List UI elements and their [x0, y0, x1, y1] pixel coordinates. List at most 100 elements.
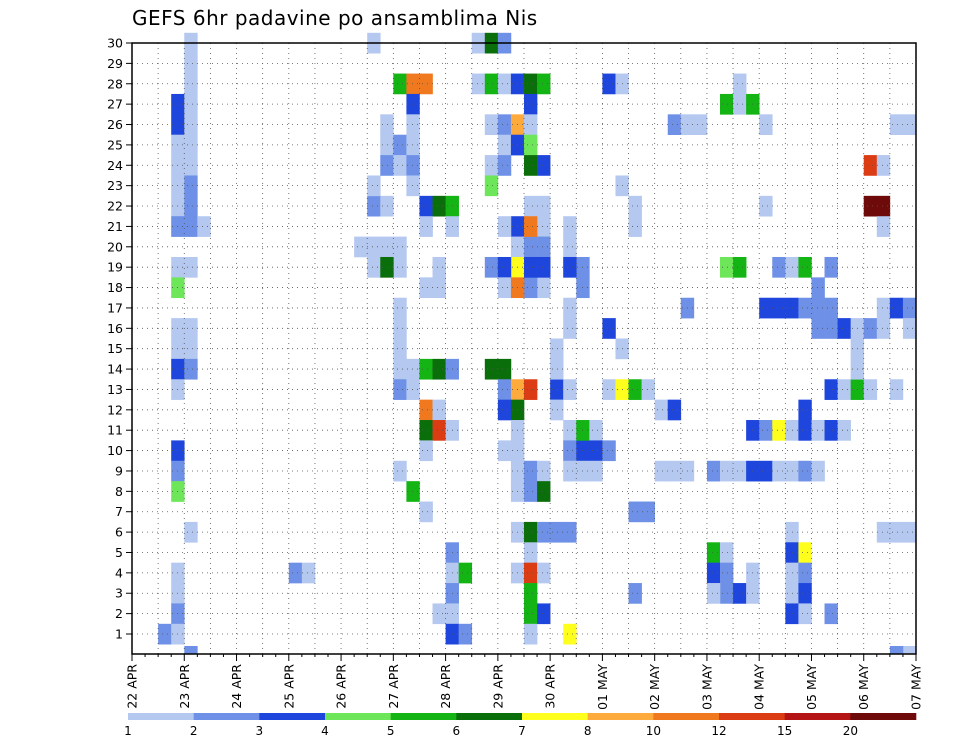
heatmap-cell — [602, 379, 616, 400]
heatmap-cell — [432, 399, 446, 421]
heatmap-cell — [184, 175, 198, 197]
heatmap-cell — [406, 481, 420, 502]
heatmap-cell — [406, 155, 420, 176]
heatmap-cell — [837, 420, 851, 441]
heatmap-cell — [380, 114, 394, 136]
heatmap-cell — [563, 256, 577, 278]
heatmap-cell — [393, 256, 407, 278]
heatmap-cell — [184, 93, 198, 115]
y-tick-label: 22 — [107, 199, 123, 214]
legend-swatch — [128, 713, 194, 720]
heatmap-cell — [628, 379, 642, 400]
heatmap-cell — [654, 460, 669, 482]
legend-swatch — [784, 713, 851, 720]
heatmap-cell — [524, 562, 538, 584]
heatmap-cell — [667, 114, 682, 136]
heatmap-cell — [563, 379, 577, 400]
x-tick-label: 25 APR — [281, 664, 296, 709]
heatmap-cell — [550, 521, 564, 543]
legend-swatch — [522, 713, 588, 720]
heatmap-cell — [524, 583, 538, 604]
heatmap-cell — [876, 521, 891, 543]
heatmap-cell — [798, 399, 812, 421]
heatmap-cell — [419, 440, 433, 462]
heatmap-cell — [524, 93, 538, 115]
heatmap-cell — [537, 195, 551, 217]
x-tick-label: 02 MAY — [647, 664, 662, 710]
heatmap-cell — [432, 420, 446, 441]
heatmap-cell — [524, 542, 538, 563]
heatmap-cell — [184, 338, 198, 360]
heatmap-cell — [876, 155, 891, 176]
legend-swatch — [193, 713, 260, 720]
heatmap-cell — [876, 195, 891, 217]
heatmap-cell — [837, 318, 851, 339]
heatmap-cell — [759, 195, 773, 217]
heatmap-cell — [550, 379, 564, 400]
heatmap-cell — [524, 256, 538, 278]
y-tick-label: 4 — [115, 565, 123, 580]
heatmap-cell — [824, 379, 838, 400]
heatmap-cell — [484, 175, 499, 197]
heatmap-cell — [602, 73, 616, 95]
heatmap-cell — [759, 460, 773, 482]
heatmap-cell — [432, 358, 446, 380]
heatmap-cell — [184, 521, 198, 543]
heatmap-cell — [537, 521, 551, 543]
heatmap-cell — [563, 420, 577, 441]
heatmap-cell — [393, 73, 407, 95]
y-tick-label: 26 — [107, 117, 123, 132]
y-tick-label: 9 — [115, 463, 123, 478]
legend-label: 4 — [321, 724, 329, 738]
heatmap-cell — [184, 53, 198, 74]
chart-title: GEFS 6hr padavine po ansamblima Nis — [132, 6, 538, 30]
color-legend: 1 2 3 4 5 6 7 8 10 12 15 20 — [124, 713, 917, 738]
legend-swatch — [456, 713, 523, 720]
heatmap-cell — [563, 236, 577, 258]
heatmap-cell — [524, 603, 538, 625]
y-tick-label: 19 — [107, 260, 123, 275]
heatmap-cell — [524, 216, 538, 237]
heatmap-cell — [641, 501, 655, 523]
heatmap-cell — [524, 460, 538, 482]
heatmap-cell — [184, 646, 198, 655]
y-tick-label: 24 — [107, 158, 123, 173]
heatmap-cell — [184, 318, 198, 339]
heatmap-cell — [876, 297, 891, 319]
legend-swatch — [259, 713, 326, 720]
heatmap-cell — [406, 379, 420, 400]
heatmap-cell — [811, 277, 825, 299]
heatmap-cell — [419, 501, 433, 523]
heatmap-cell — [563, 318, 577, 339]
y-tick-label: 30 — [107, 36, 123, 51]
heatmap-cell — [759, 297, 773, 319]
x-tick-label: 26 APR — [334, 664, 349, 709]
heatmap-cell — [524, 236, 538, 258]
heatmap-cell — [537, 277, 551, 299]
heatmap-cell — [184, 195, 198, 217]
heatmap-cell — [406, 134, 420, 156]
heatmap-cell — [406, 114, 420, 136]
heatmap-cell — [497, 155, 512, 176]
heatmap-cell — [524, 379, 538, 400]
heatmap-cell — [537, 481, 551, 502]
heatmap-cell — [524, 623, 538, 645]
heatmap-cell — [484, 114, 499, 136]
heatmap-cell — [563, 623, 577, 645]
heatmap-cell — [419, 195, 433, 217]
heatmap-cell — [484, 73, 499, 95]
legend-label: 3 — [256, 724, 264, 738]
legend-swatch — [325, 713, 391, 720]
x-tick-label: 07 MAY — [909, 664, 924, 710]
heatmap-cell — [419, 358, 433, 380]
legend-swatch — [653, 713, 720, 720]
legend-swatch — [850, 713, 917, 720]
heatmap-cell — [602, 440, 616, 462]
y-tick-label: 16 — [107, 321, 123, 336]
heatmap-cell — [458, 623, 473, 645]
heatmap-cell — [354, 236, 368, 258]
heatmap-cell — [824, 297, 838, 319]
heatmap-cell — [184, 256, 198, 278]
heatmap-cell — [798, 562, 812, 584]
